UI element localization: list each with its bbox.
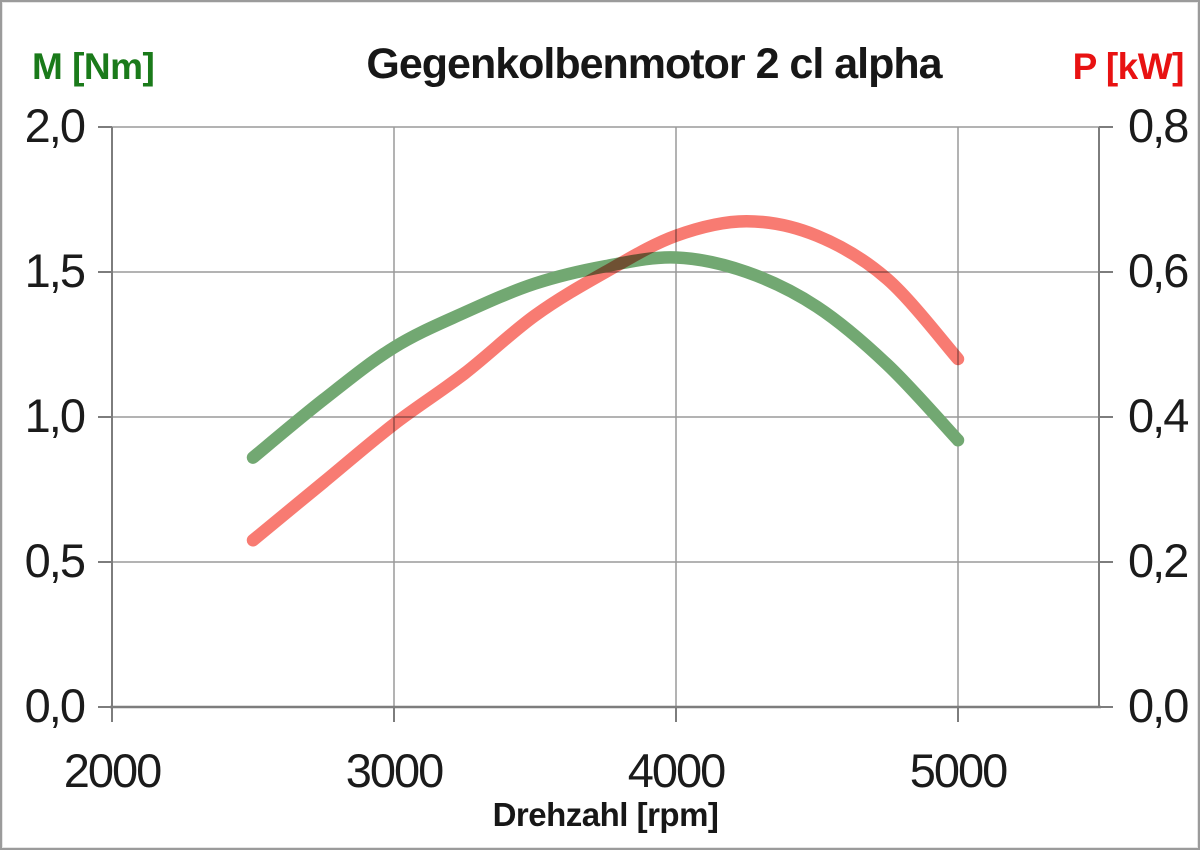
right-tick-label: 0,8 xyxy=(1128,99,1189,152)
left-tick-label: 1,0 xyxy=(24,389,86,442)
right-tick-label: 0,4 xyxy=(1128,389,1189,442)
right-tick-label: 0,6 xyxy=(1128,244,1189,297)
chart-title: Gegenkolbenmotor 2 cl alpha xyxy=(366,40,942,88)
left-tick-label: 1,5 xyxy=(24,244,86,297)
right-tick-label: 0,0 xyxy=(1128,679,1189,732)
bottom-tick-label: 4000 xyxy=(627,744,727,797)
left-tick-label: 0,5 xyxy=(24,534,86,587)
left-axis-unit-label: M [Nm] xyxy=(32,46,155,87)
left-tick-label: 2,0 xyxy=(24,99,86,152)
power-curve xyxy=(246,215,965,547)
x-axis-title: Drehzahl [rpm] xyxy=(492,796,719,833)
right-axis-unit-label: P [kW] xyxy=(1072,46,1185,87)
bottom-tick-label: 2000 xyxy=(63,744,163,797)
right-tick-label: 0,2 xyxy=(1128,534,1189,587)
left-tick-label: 0,0 xyxy=(24,679,86,732)
bottom-tick-label: 5000 xyxy=(909,744,1009,797)
torque-curve xyxy=(246,251,965,464)
bottom-tick-label: 3000 xyxy=(345,744,445,797)
